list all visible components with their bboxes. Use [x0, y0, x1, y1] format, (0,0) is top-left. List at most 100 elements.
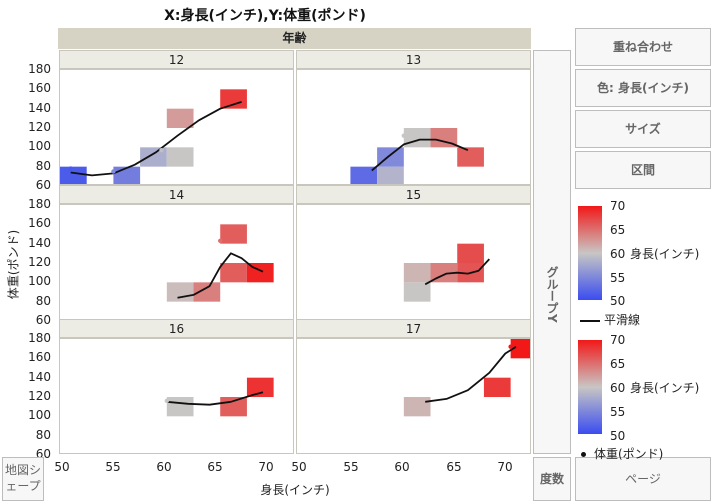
color-gradient-bar [578, 206, 602, 300]
x-tick: 65 [446, 460, 462, 474]
smoother-line [177, 252, 264, 299]
data-point [164, 398, 170, 404]
smoother-line [425, 345, 517, 403]
color-button[interactable]: 色: 身長(インチ) [575, 69, 711, 107]
heatmap-cell [220, 397, 247, 417]
y-axis-title: 体重(ポンド) [6, 229, 21, 300]
color-tick: 65 [610, 223, 626, 237]
smoother-label: 平滑線 [604, 313, 641, 327]
heatmap-cell [220, 89, 247, 109]
color-tick: 60 [610, 381, 626, 395]
heatmap-cell [483, 377, 511, 397]
color-tick: 55 [610, 405, 626, 419]
color-tick: 65 [610, 357, 626, 371]
heatmap-cell [350, 166, 378, 184]
y-tick: 100 [28, 139, 51, 154]
panel-strip-age-17: 17 [296, 319, 531, 338]
y-tick: 180 [28, 62, 51, 76]
heatmap-cell [403, 282, 431, 302]
y-tick: 120 [28, 255, 51, 269]
heatmap-cell [113, 166, 141, 184]
y-tick: 60 [35, 313, 51, 327]
page-button[interactable]: ページ [575, 457, 711, 501]
heatmap-cell [140, 147, 167, 167]
y-tick: 60 [35, 178, 51, 192]
color-legend-title: 身長(インチ) [630, 247, 700, 261]
y-tick: 180 [28, 331, 51, 345]
y-tick: 80 [35, 293, 51, 308]
x-tick: 55 [343, 460, 359, 474]
point-swatch [581, 452, 586, 457]
y-tick: 140 [28, 369, 51, 384]
heatmap-cell [166, 397, 194, 417]
y-tick: 160 [28, 81, 51, 96]
data-point [111, 169, 116, 174]
y-tick: 80 [35, 427, 51, 442]
panel-strip-age-14: 14 [59, 185, 294, 204]
x-tick: 60 [394, 460, 410, 474]
smoother-swatch [580, 320, 600, 322]
overlay-button[interactable]: 重ね合わせ [575, 28, 711, 66]
interval-button[interactable]: 区間 [575, 151, 711, 189]
x-tick: 55 [105, 460, 121, 474]
y-tick: 120 [28, 120, 51, 134]
data-point [218, 238, 223, 243]
x-axis-title: 身長(インチ) [260, 483, 330, 497]
y-tick: 160 [28, 350, 51, 365]
x-tick: 70 [497, 460, 513, 474]
y-tick: 100 [28, 408, 51, 423]
heatmap-cell [220, 224, 247, 244]
x-tick: 50 [54, 460, 70, 474]
frequency-button[interactable]: 度数 [533, 457, 571, 501]
y-tick: 120 [28, 389, 51, 403]
panel-strip-age-12: 12 [59, 50, 294, 69]
chart-title: X:身長(インチ),Y:体重(ポンド) [164, 8, 366, 24]
heatmap-cell [403, 397, 431, 417]
x-tick: 60 [156, 460, 172, 474]
point-label: 体重(ポンド) [594, 447, 664, 461]
y-tick: 100 [28, 274, 51, 289]
panel-plot-age-14[interactable] [59, 204, 294, 320]
color-tick: 60 [610, 247, 626, 261]
heatmap-cell [457, 243, 484, 263]
data-point [159, 148, 164, 153]
y-tick: 180 [28, 197, 51, 211]
size-button[interactable]: サイズ [575, 110, 711, 148]
panel-strip-age-16: 16 [59, 319, 294, 338]
color-legend-title: 身長(インチ) [630, 381, 700, 395]
data-point [68, 166, 73, 171]
y-tick: 140 [28, 235, 51, 250]
heatmap-cell [220, 263, 247, 283]
panel-strip-age-15: 15 [296, 185, 531, 204]
heatmap-cell [403, 263, 431, 283]
y-tick: 80 [35, 158, 51, 173]
panel-plot-age-12[interactable] [59, 69, 294, 185]
heatmap-cell [193, 282, 221, 302]
color-tick: 50 [610, 429, 626, 443]
group-x-label[interactable]: 年齢 [58, 28, 531, 49]
x-tick: 65 [207, 460, 223, 474]
heatmap-cell [166, 147, 194, 167]
heatmap-cell [246, 377, 274, 397]
smoother-line [166, 391, 264, 406]
color-tick: 55 [610, 271, 626, 285]
smoother-line [70, 101, 242, 177]
map-shape-button[interactable]: 地図シェープ [2, 457, 44, 501]
panel-plot-age-16[interactable] [59, 338, 294, 454]
panel-plot-age-17[interactable] [296, 338, 531, 454]
heatmap-cell [60, 166, 87, 184]
color-gradient-bar [578, 340, 602, 434]
x-tick: 70 [258, 460, 274, 474]
heatmap-cell [377, 166, 404, 184]
heatmap-cell [166, 282, 194, 302]
panel-plot-age-15[interactable] [296, 204, 531, 320]
panel-strip-age-13: 13 [296, 50, 531, 69]
heatmap-cell [403, 128, 431, 148]
panel-plot-age-13[interactable] [296, 69, 531, 185]
heatmap-cell [457, 147, 484, 167]
data-point [508, 344, 513, 349]
color-tick: 70 [610, 333, 626, 347]
wrap-label: グループY [545, 266, 559, 323]
wrap-zone[interactable]: グループY [533, 50, 571, 454]
heatmap-cell [166, 108, 194, 128]
